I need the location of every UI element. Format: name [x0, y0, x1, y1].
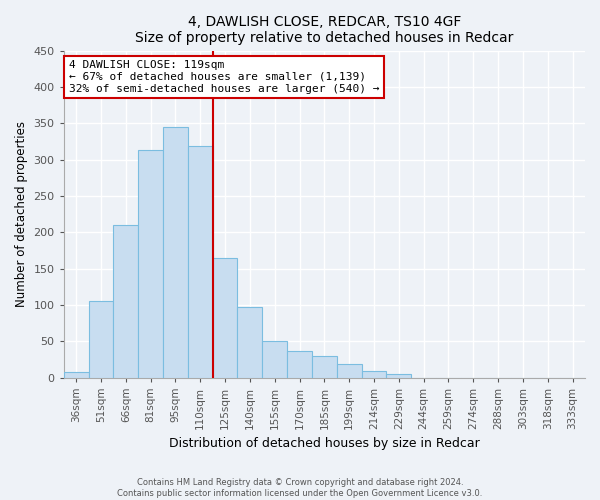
Bar [212, 258, 238, 378]
Title: 4, DAWLISH CLOSE, REDCAR, TS10 4GF
Size of property relative to detached houses : 4, DAWLISH CLOSE, REDCAR, TS10 4GF Size … [135, 15, 514, 45]
Bar [337, 364, 362, 378]
Y-axis label: Number of detached properties: Number of detached properties [15, 121, 28, 307]
Bar [64, 372, 89, 378]
Bar [287, 350, 312, 378]
Bar [89, 301, 113, 378]
Bar [138, 150, 163, 378]
Bar [362, 371, 386, 378]
Text: 4 DAWLISH CLOSE: 119sqm
← 67% of detached houses are smaller (1,139)
32% of semi: 4 DAWLISH CLOSE: 119sqm ← 67% of detache… [69, 60, 379, 94]
Bar [238, 307, 262, 378]
X-axis label: Distribution of detached houses by size in Redcar: Distribution of detached houses by size … [169, 437, 480, 450]
Bar [262, 341, 287, 378]
Bar [386, 374, 411, 378]
Bar [188, 146, 212, 378]
Bar [113, 225, 138, 378]
Bar [312, 356, 337, 378]
Text: Contains HM Land Registry data © Crown copyright and database right 2024.
Contai: Contains HM Land Registry data © Crown c… [118, 478, 482, 498]
Bar [163, 127, 188, 378]
